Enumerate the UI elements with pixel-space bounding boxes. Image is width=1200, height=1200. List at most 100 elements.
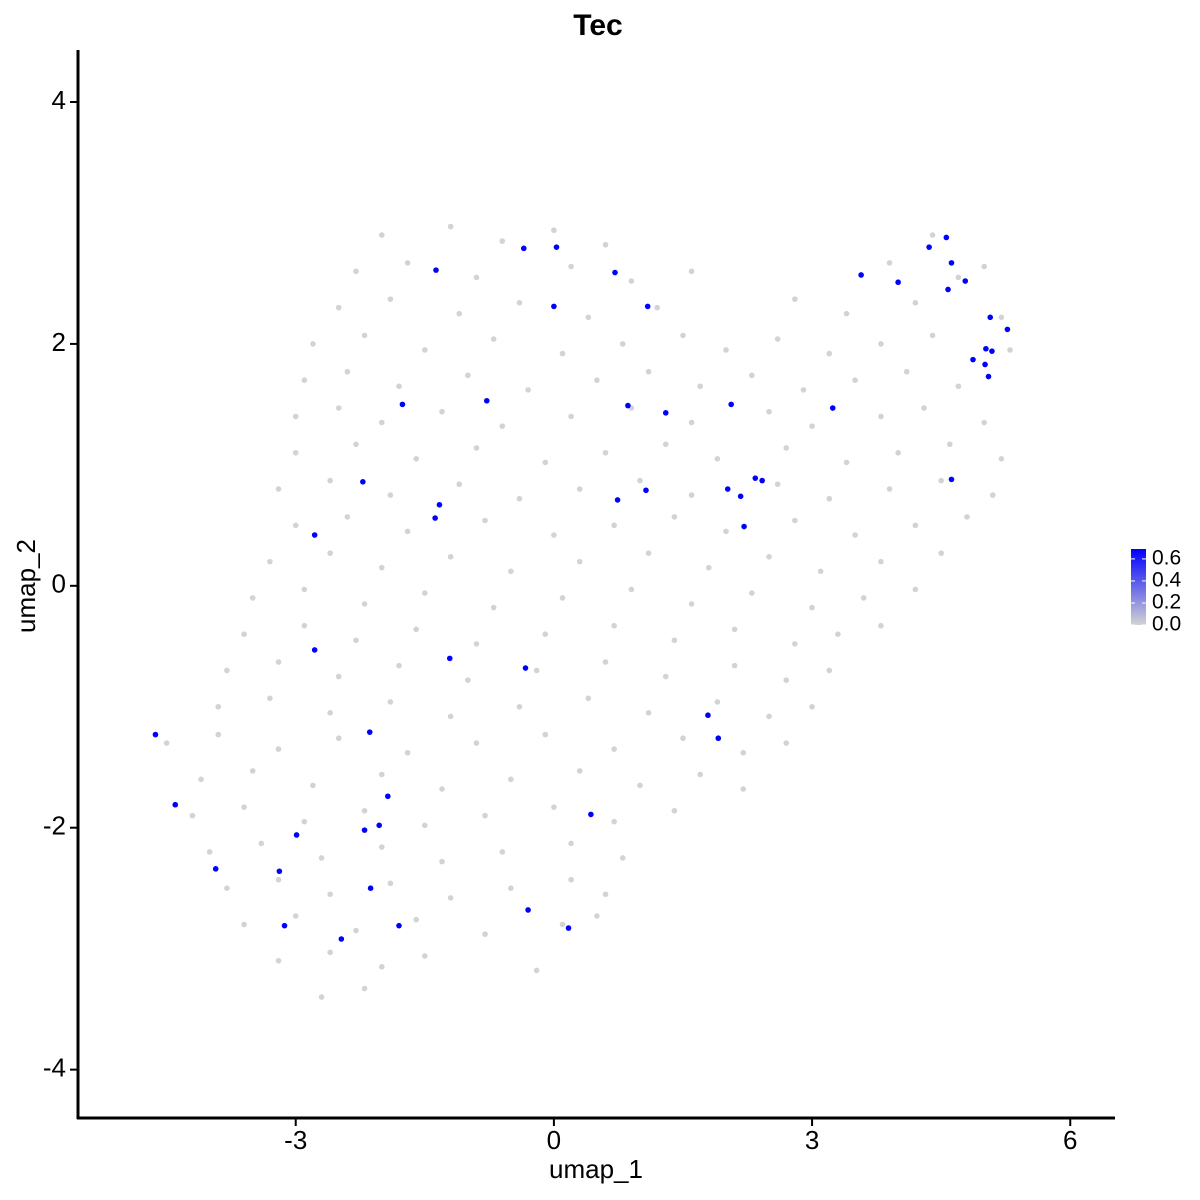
- point: [436, 501, 443, 508]
- point: [551, 532, 557, 538]
- point: [292, 522, 299, 529]
- point: [446, 655, 453, 662]
- point: [611, 622, 617, 629]
- point: [688, 419, 695, 426]
- point: [310, 341, 316, 347]
- point: [809, 604, 815, 611]
- point: [422, 347, 428, 353]
- point: [301, 377, 308, 383]
- point: [499, 238, 506, 244]
- point: [378, 232, 385, 238]
- point: [946, 441, 953, 448]
- point: [241, 804, 247, 810]
- point: [645, 710, 652, 716]
- point: [432, 515, 438, 521]
- point: [378, 564, 385, 571]
- point: [955, 274, 962, 281]
- point: [361, 827, 368, 833]
- point: [792, 296, 798, 302]
- point: [1004, 326, 1011, 333]
- y-tick-label: 2: [52, 327, 66, 357]
- point: [759, 477, 765, 484]
- point: [731, 626, 738, 633]
- point: [385, 793, 391, 800]
- point: [662, 441, 669, 448]
- point: [275, 746, 282, 752]
- point: [737, 493, 744, 500]
- point: [508, 776, 514, 783]
- point: [826, 350, 833, 357]
- point: [439, 786, 445, 792]
- point: [835, 631, 841, 637]
- point: [585, 695, 592, 702]
- point: [938, 550, 944, 556]
- point: [611, 746, 617, 752]
- point: [292, 913, 299, 919]
- point: [843, 310, 850, 317]
- point: [499, 849, 506, 855]
- point: [585, 314, 592, 321]
- point: [886, 260, 893, 266]
- point: [516, 495, 523, 502]
- point: [422, 590, 428, 596]
- point: [376, 822, 383, 829]
- x-tick-label: -3: [284, 1125, 307, 1155]
- point: [335, 735, 342, 742]
- point: [465, 677, 471, 683]
- point: [525, 387, 531, 393]
- point: [559, 595, 566, 601]
- point: [335, 673, 342, 680]
- point: [456, 310, 463, 317]
- point: [614, 497, 621, 503]
- point: [456, 481, 463, 488]
- point: [542, 731, 549, 738]
- point: [970, 356, 976, 363]
- point: [318, 994, 325, 1000]
- point: [224, 667, 230, 674]
- point: [525, 907, 531, 913]
- point: [858, 272, 864, 278]
- point: [293, 832, 300, 838]
- point: [705, 712, 711, 719]
- point: [644, 303, 651, 310]
- point: [189, 812, 196, 819]
- point: [413, 916, 420, 923]
- point: [637, 477, 643, 484]
- point: [327, 949, 333, 956]
- point: [551, 227, 557, 234]
- point: [422, 953, 428, 959]
- point: [249, 768, 256, 774]
- point: [962, 278, 969, 284]
- point: [895, 279, 901, 286]
- point: [311, 647, 318, 653]
- point: [516, 299, 523, 306]
- point: [619, 341, 626, 347]
- point: [275, 957, 282, 964]
- point: [981, 419, 987, 426]
- point: [473, 740, 480, 746]
- point: [267, 695, 273, 702]
- point: [926, 244, 932, 250]
- point: [628, 278, 635, 284]
- y-tick-label: -2: [43, 811, 66, 841]
- y-tick-label: 0: [52, 569, 66, 599]
- point: [749, 590, 755, 596]
- point: [361, 332, 368, 339]
- point: [292, 413, 299, 420]
- point: [602, 891, 609, 898]
- point: [281, 922, 288, 929]
- point: [714, 699, 721, 705]
- point: [224, 885, 230, 891]
- point: [774, 481, 781, 488]
- point: [310, 782, 316, 789]
- point: [852, 532, 858, 538]
- point: [361, 985, 368, 992]
- point: [809, 423, 815, 429]
- point: [989, 492, 996, 498]
- point: [878, 622, 884, 629]
- point: [559, 921, 566, 928]
- point: [588, 811, 594, 818]
- point: [878, 558, 884, 565]
- y-tick-label: -4: [43, 1052, 66, 1082]
- point: [809, 703, 815, 710]
